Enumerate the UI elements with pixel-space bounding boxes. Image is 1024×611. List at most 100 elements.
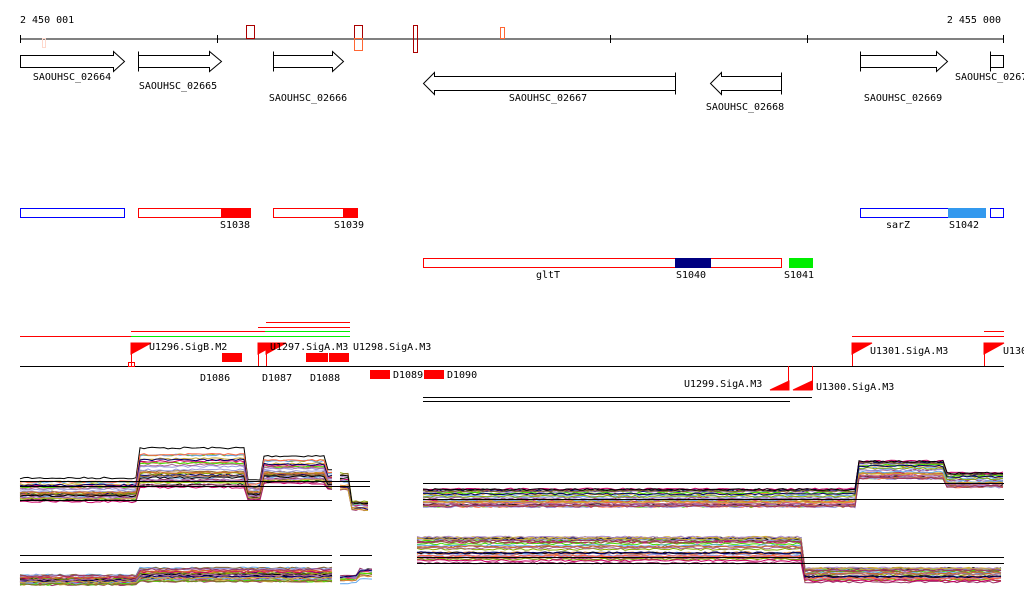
gene-SAOUHSC_02665[interactable]: SAOUHSC_02665 <box>138 50 223 93</box>
expression-trace <box>19 471 333 495</box>
expression-trace <box>422 468 1004 500</box>
ruler-markers <box>42 25 505 53</box>
gene-arrow-right[interactable] <box>20 50 126 73</box>
gene-arrow-right[interactable] <box>138 50 223 73</box>
expression-trace <box>422 475 1004 507</box>
expression-trace <box>19 475 333 498</box>
segment-box[interactable] <box>990 208 1004 218</box>
expression-trace <box>19 569 333 579</box>
gene-label: SAOUHSC_0267 <box>955 72 1024 83</box>
promoter-U1300[interactable] <box>792 366 813 391</box>
expression-trace <box>422 472 1004 504</box>
gene-arrow-right[interactable] <box>273 50 345 73</box>
segment-S1042[interactable] <box>948 208 986 218</box>
expression-trace <box>19 457 333 487</box>
feature-label: D1087 <box>262 373 292 384</box>
terminator-D1090[interactable] <box>424 370 444 379</box>
gene-label: SAOUHSC_02666 <box>269 93 347 104</box>
gene-SAOUHSC_0267x[interactable]: SAOUHSC_0267 <box>955 51 1024 84</box>
expression-trace <box>422 473 1004 505</box>
ruler-end-label: 2 455 000 <box>947 15 1001 26</box>
expression-trace <box>339 578 373 585</box>
expression-trace <box>19 477 333 499</box>
segment-label: S1038 <box>220 220 250 231</box>
expression-trace <box>339 569 373 579</box>
segment-S1040[interactable] <box>675 258 711 268</box>
expression-trace <box>339 575 373 582</box>
expression-trace <box>19 567 333 578</box>
expression-trace <box>416 537 1002 571</box>
promoter-U1296[interactable] <box>128 342 152 367</box>
expression-trace <box>19 458 333 488</box>
feature-label: U1298.SigA.M3 <box>353 342 431 353</box>
expression-trace <box>417 559 1002 583</box>
expression-panel-lower-mid <box>339 567 373 585</box>
expression-trace <box>416 546 1002 576</box>
terminator-D1086[interactable] <box>222 353 242 362</box>
expression-trace <box>19 579 333 586</box>
feature-label: U1301.SigA.M3 <box>870 346 948 357</box>
expression-trace <box>19 478 332 501</box>
gene-SAOUHSC_02669[interactable]: SAOUHSC_02669 <box>860 50 949 105</box>
expression-trace <box>422 459 1004 492</box>
gene-label: SAOUHSC_02669 <box>864 93 942 104</box>
gene-arrow-left[interactable] <box>422 71 676 96</box>
gene-label: SAOUHSC_02664 <box>33 72 111 83</box>
gene-arrow-left[interactable] <box>709 71 782 96</box>
segment-S1039[interactable] <box>343 208 358 218</box>
gene-SAOUHSC_02667[interactable]: SAOUHSC_02667 <box>422 71 676 105</box>
terminator-D1087[interactable] <box>306 353 328 362</box>
expression-panel-lower-left <box>19 566 333 587</box>
promoter-U1301[interactable] <box>851 342 873 366</box>
gene-arrow-right[interactable] <box>860 50 949 73</box>
expression-trace <box>416 539 1002 572</box>
promoter-flags <box>128 342 1005 391</box>
segment-track: S1038 S1039 sarZ S1042 gltT S1040 S1041 <box>20 208 1004 281</box>
feature-label: D1086 <box>200 373 230 384</box>
promoter-U130x[interactable] <box>983 342 1005 366</box>
feature-label: D1088 <box>310 373 340 384</box>
segment-S1041[interactable] <box>789 258 813 268</box>
segment-label: sarZ <box>886 220 910 231</box>
expression-trace <box>19 446 333 481</box>
expression-panel-upper-left <box>19 446 333 504</box>
gene-SAOUHSC_02664[interactable]: SAOUHSC_02664 <box>20 50 126 84</box>
expression-panel-upper-mid <box>339 472 369 512</box>
terminator-D1089[interactable] <box>370 370 390 379</box>
gene-SAOUHSC_02668[interactable]: SAOUHSC_02668 <box>706 71 784 114</box>
transcript-lines <box>20 322 1004 402</box>
feature-track: U1296.SigB.M2 D1086 U1297.SigA.M3 U1298.… <box>20 322 1024 402</box>
segment-S1038[interactable] <box>221 208 251 218</box>
ruler-ticks <box>20 35 1004 43</box>
expression-trace <box>340 474 369 505</box>
segment-box[interactable] <box>20 208 125 218</box>
expression-trace <box>19 566 333 577</box>
segment-gltT[interactable] <box>423 258 782 268</box>
expression-trace <box>416 551 1002 579</box>
promoter-U1299[interactable] <box>769 366 790 391</box>
feature-label: U1299.SigA.M3 <box>684 379 762 390</box>
terminator-D1088[interactable] <box>329 353 349 362</box>
segment-label: S1039 <box>334 220 364 231</box>
feature-label: D1089 <box>393 370 423 381</box>
expression-trace <box>422 476 1004 508</box>
expression-trace <box>416 547 1002 576</box>
promoter-U1298[interactable] <box>265 342 287 366</box>
expression-trace <box>422 464 1004 496</box>
expression-trace <box>422 466 1004 498</box>
expression-trace <box>19 573 333 582</box>
expression-trace <box>416 554 1002 580</box>
gene-label: SAOUHSC_02665 <box>139 81 217 92</box>
expression-trace <box>339 488 369 511</box>
expression-trace <box>416 545 1002 575</box>
feature-label: U130 <box>1003 346 1024 357</box>
segment-label: gltT <box>536 270 560 281</box>
expression-trace <box>416 543 1002 575</box>
ruler-start-label: 2 450 001 <box>20 15 74 26</box>
gene-SAOUHSC_02666[interactable]: SAOUHSC_02666 <box>269 50 347 105</box>
expression-trace <box>339 487 369 511</box>
expression-profiles <box>19 446 1004 587</box>
expression-trace <box>339 473 369 504</box>
gene-box[interactable] <box>990 51 1004 72</box>
expression-trace <box>339 484 369 509</box>
